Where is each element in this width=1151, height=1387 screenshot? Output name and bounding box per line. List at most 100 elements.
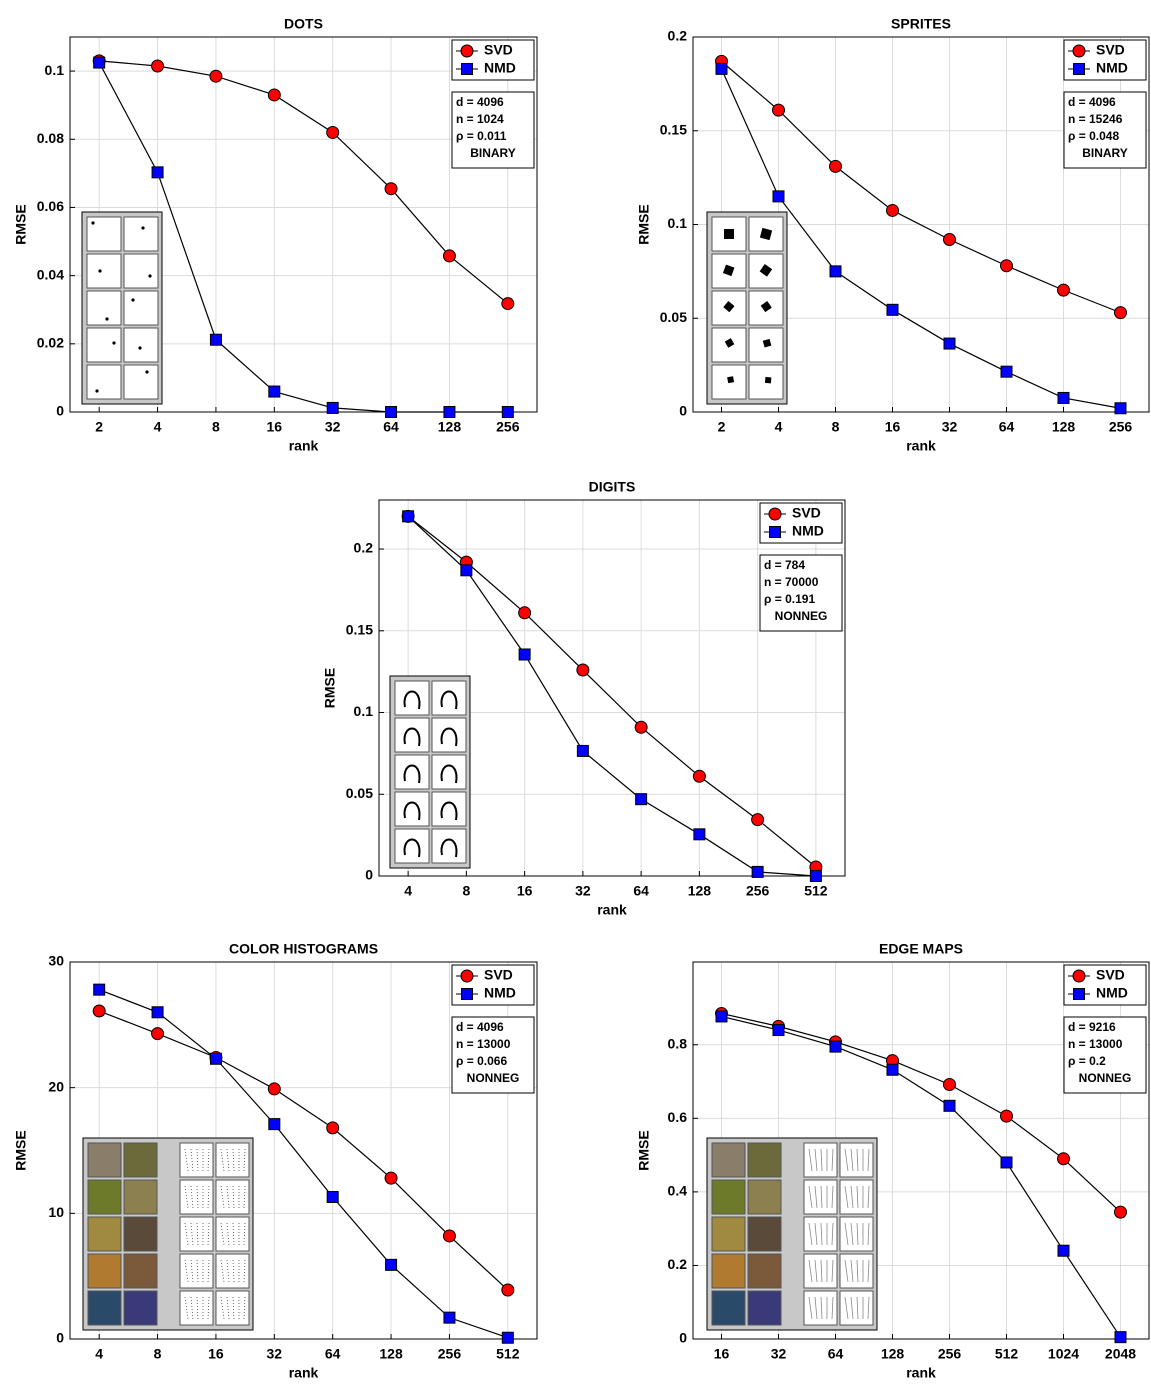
y-tick-label: 0.1 <box>668 215 688 231</box>
marker <box>770 527 781 538</box>
annotation: BINARY <box>470 146 516 160</box>
annotation: NONNEG <box>1079 1071 1132 1085</box>
legend-label: NMD <box>484 985 516 1001</box>
x-tick-label: 16 <box>714 1346 730 1362</box>
inset-cell <box>748 1180 781 1214</box>
marker <box>1001 260 1013 272</box>
x-tick-label: 16 <box>885 419 901 435</box>
inset-sprite <box>724 229 734 239</box>
marker <box>443 1230 455 1242</box>
x-axis-label: rank <box>289 1365 319 1381</box>
marker <box>944 1078 956 1090</box>
inset-dot <box>105 317 108 320</box>
inset-cell <box>87 254 121 288</box>
inset-cell <box>180 1217 213 1251</box>
marker <box>577 664 589 676</box>
inset-cell <box>432 755 466 789</box>
inset-cell <box>840 1180 873 1214</box>
y-tick-label: 0 <box>56 1330 64 1346</box>
marker <box>152 1028 164 1040</box>
x-tick-label: 512 <box>995 1346 1019 1362</box>
marker <box>443 250 455 262</box>
marker <box>462 989 473 1000</box>
inset-dot <box>112 341 115 344</box>
marker <box>830 1041 841 1052</box>
inset-cell <box>804 1180 837 1214</box>
y-tick-label: 0.05 <box>660 309 687 325</box>
marker <box>1073 45 1085 57</box>
marker <box>268 89 280 101</box>
marker <box>502 1332 513 1343</box>
x-tick-label: 32 <box>771 1346 787 1362</box>
inset-cell <box>87 328 121 362</box>
marker <box>1074 989 1085 1000</box>
y-axis-label: RMSE <box>13 1130 29 1170</box>
marker <box>502 407 513 418</box>
inset-cell <box>216 1254 249 1288</box>
x-tick-label: 64 <box>633 883 649 899</box>
annotation: NONNEG <box>775 609 828 623</box>
marker <box>268 1083 280 1095</box>
chart-title: SPRITES <box>891 16 951 32</box>
marker <box>1058 1245 1069 1256</box>
x-tick-label: 64 <box>999 419 1015 435</box>
annotation: n = 1024 <box>456 112 504 126</box>
x-tick-label: 32 <box>942 419 958 435</box>
inset-cell <box>87 365 121 399</box>
x-tick-label: 8 <box>462 883 470 899</box>
legend-label: SVD <box>792 505 821 521</box>
marker <box>94 57 105 68</box>
inset-cell <box>432 829 466 863</box>
inset-dot <box>148 274 151 277</box>
annotation: n = 70000 <box>764 575 819 589</box>
marker <box>152 1007 163 1018</box>
inset-cell <box>395 718 429 752</box>
marker <box>327 402 338 413</box>
marker <box>887 304 898 315</box>
x-tick-label: 8 <box>832 419 840 435</box>
y-tick-label: 0.1 <box>354 703 374 719</box>
inset-cell <box>216 1143 249 1177</box>
marker <box>519 607 531 619</box>
marker <box>1073 970 1085 982</box>
x-tick-label: 32 <box>267 1346 283 1362</box>
inset-cell <box>124 1180 157 1214</box>
y-tick-label: 0.06 <box>37 198 64 214</box>
marker <box>773 104 785 116</box>
x-tick-label: 16 <box>208 1346 224 1362</box>
legend-label: NMD <box>484 60 516 76</box>
inset-cell <box>124 291 158 325</box>
marker <box>210 334 221 345</box>
marker <box>694 829 705 840</box>
annotation: ρ = 0.066 <box>456 1054 507 1068</box>
marker <box>1074 64 1085 75</box>
figure: 00.020.040.060.080.1248163264128256DOTSr… <box>0 0 1151 1387</box>
chart-title: COLOR HISTOGRAMS <box>229 941 378 957</box>
inset-cell <box>124 328 158 362</box>
marker <box>887 1064 898 1075</box>
inset-cell <box>124 1291 157 1325</box>
x-tick-label: 256 <box>746 883 770 899</box>
annotation: NONNEG <box>467 1071 520 1085</box>
marker <box>752 814 764 826</box>
marker <box>1115 1206 1127 1218</box>
inset-cell <box>804 1143 837 1177</box>
marker <box>1058 284 1070 296</box>
y-tick-label: 0 <box>365 867 373 883</box>
inset-dot <box>91 221 94 224</box>
y-axis-label: RMSE <box>636 204 652 244</box>
marker <box>93 1005 105 1017</box>
marker <box>773 191 784 202</box>
inset-cell <box>712 1217 745 1251</box>
inset-cell <box>840 1143 873 1177</box>
inset-cell <box>180 1143 213 1177</box>
y-tick-label: 0 <box>679 1330 687 1346</box>
inset-cell <box>395 792 429 826</box>
marker <box>1115 1332 1126 1343</box>
annotation: d = 4096 <box>1068 95 1116 109</box>
annotation: n = 13000 <box>456 1037 511 1051</box>
x-tick-label: 2 <box>718 419 726 435</box>
marker <box>577 745 588 756</box>
y-tick-label: 10 <box>48 1204 64 1220</box>
x-tick-label: 8 <box>212 419 220 435</box>
